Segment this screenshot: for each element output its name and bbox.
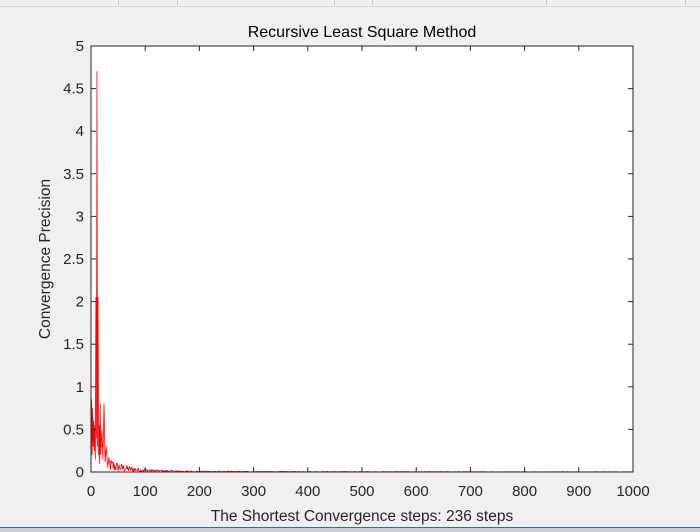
y-tick-label: 1.5 [63, 336, 84, 353]
y-tick-label: 3.5 [63, 166, 84, 183]
y-tick-label: 0 [76, 464, 84, 481]
x-tick-label: 300 [241, 483, 266, 500]
toolbar-separator [118, 0, 119, 5]
x-tick-label: 800 [512, 483, 537, 500]
y-tick-label: 4 [76, 123, 84, 140]
y-tick-label: 4.5 [63, 81, 84, 98]
y-tick-label: 0.5 [63, 421, 84, 438]
x-tick-label: 0 [87, 483, 95, 500]
figure-toolbar-strip [0, 0, 700, 7]
y-tick-label: 5 [76, 38, 84, 55]
y-tick-label: 2.5 [63, 251, 84, 268]
y-axis-label: Convergence Precision [37, 179, 54, 339]
toolbar-separator [372, 0, 373, 5]
x-tick-label: 1000 [616, 483, 649, 500]
y-tick-label: 2 [76, 294, 84, 311]
x-axis-label: The Shortest Convergence steps: 236 step… [211, 508, 514, 525]
toolbar-separator [546, 0, 547, 5]
x-tick-label: 600 [404, 483, 429, 500]
plot-area [91, 46, 633, 472]
toolbar-separator [685, 0, 686, 5]
x-tick-label: 100 [133, 483, 158, 500]
x-tick-label: 700 [458, 483, 483, 500]
ticks-layer: 0 100 200 300 400 500 600 700 800 900 1000 0 0.5 1 1.5… [63, 38, 650, 500]
x-tick-label: 500 [349, 483, 374, 500]
x-tick-label: 200 [187, 483, 212, 500]
toolbar-separator [177, 0, 178, 5]
y-tick-label: 3 [76, 208, 84, 225]
x-tick-label: 400 [295, 483, 320, 500]
x-tick-label: 900 [566, 483, 591, 500]
toolbar-separator [334, 0, 335, 5]
window-bottom-border [0, 527, 700, 532]
chart-title: Recursive Least Square Method [248, 24, 477, 41]
y-tick-label: 1 [76, 379, 84, 396]
